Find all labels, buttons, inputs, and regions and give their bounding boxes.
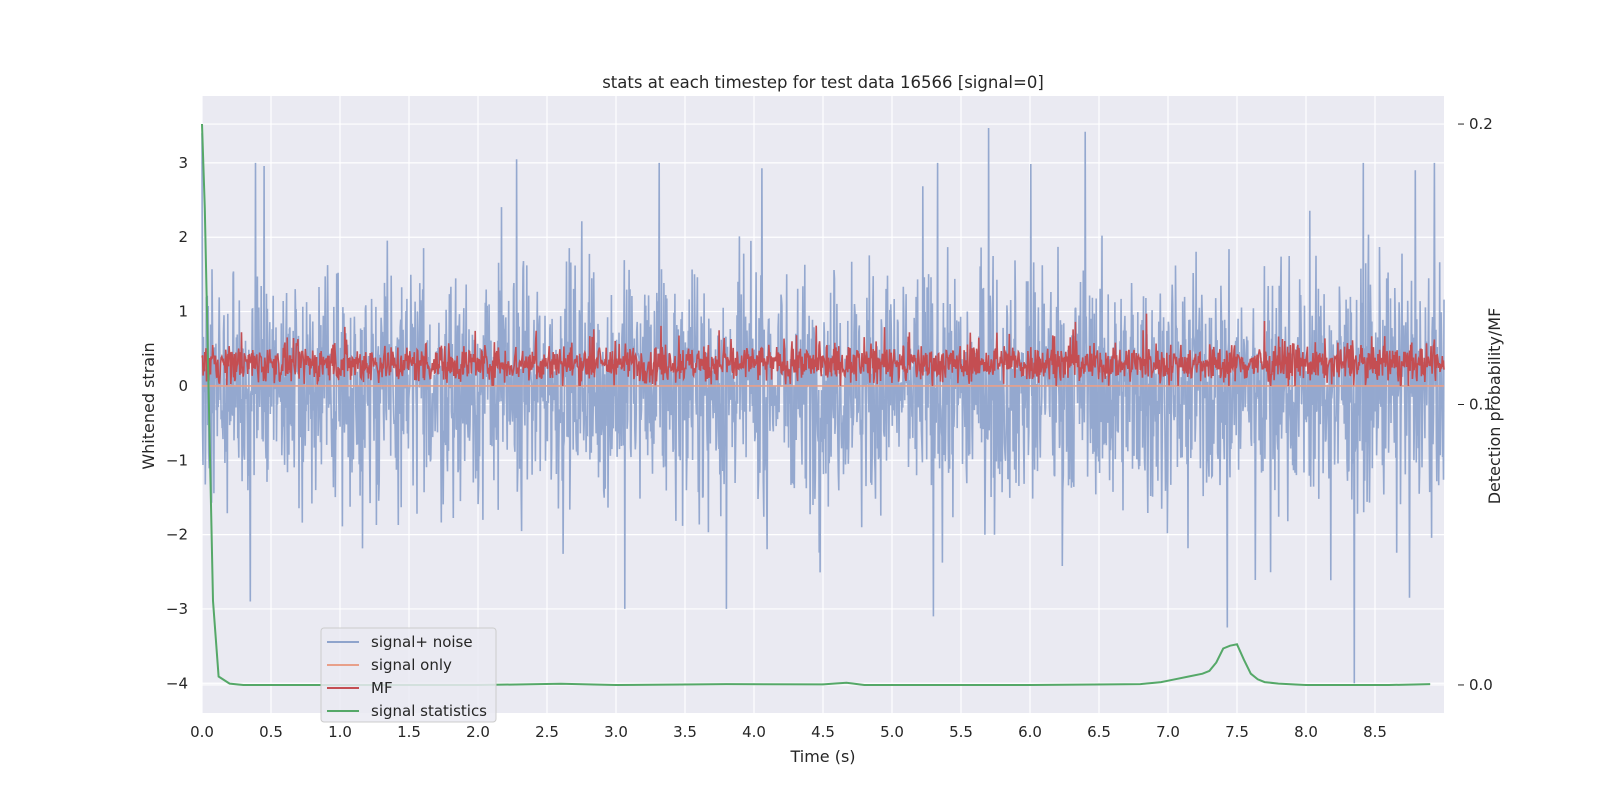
y-axis-label: Whitened strain xyxy=(139,342,158,469)
x-tick-label: 7.0 xyxy=(1156,723,1180,741)
x-tick-label: 5.5 xyxy=(949,723,973,741)
x-tick-label: 0.0 xyxy=(190,723,214,741)
x-tick-label: 7.5 xyxy=(1225,723,1249,741)
x-tick-label: 6.0 xyxy=(1018,723,1042,741)
y-tick-label: −2 xyxy=(166,526,188,544)
legend-box xyxy=(320,627,497,723)
x-axis: 0.0 0.5 1.0 1.5 2.0 2.5 3.0 3.5 4.0 4.5 5.0 5.5 6.0 6… xyxy=(190,723,1387,741)
legend: signal+ noise signal only MF signal statist… xyxy=(320,627,497,723)
y-tick-label: 0 xyxy=(178,377,188,395)
y-tick-label: 2 xyxy=(178,228,188,246)
x-tick-label: 8.0 xyxy=(1294,723,1318,741)
legend-entry-label: MF xyxy=(371,679,393,697)
y-right-tick-label: 0.1 xyxy=(1469,396,1493,414)
x-tick-label: 6.5 xyxy=(1087,723,1111,741)
series-mf-line xyxy=(201,313,1445,387)
x-tick-label: 8.5 xyxy=(1363,723,1387,741)
y-tick-label: −1 xyxy=(166,451,188,469)
legend-entry-label: signal statistics xyxy=(371,702,487,720)
series-layer xyxy=(201,123,1445,687)
x-tick-label: 4.5 xyxy=(811,723,835,741)
y-tick-label: 3 xyxy=(178,154,188,172)
x-tick-label: 2.0 xyxy=(466,723,490,741)
y-right-tick-label: 0.2 xyxy=(1469,115,1493,133)
y-right-tick-label: 0.0 xyxy=(1469,676,1493,694)
y-axis-left: −4 −3 −2 −1 0 1 2 3 xyxy=(166,154,188,692)
y-tick-label: −4 xyxy=(166,674,188,692)
legend-entry-label: signal only xyxy=(371,656,452,674)
x-tick-label: 5.0 xyxy=(880,723,904,741)
series-signal-noise-line xyxy=(201,127,1445,684)
x-tick-label: 3.5 xyxy=(673,723,697,741)
chart-title: stats at each timestep for test data 165… xyxy=(602,73,1044,92)
x-axis-label: Time (s) xyxy=(789,747,855,766)
x-tick-label: 2.5 xyxy=(535,723,559,741)
x-tick-label: 4.0 xyxy=(742,723,766,741)
y-tick-label: −3 xyxy=(166,600,188,618)
x-tick-label: 1.5 xyxy=(397,723,421,741)
series-signal-statistics-line xyxy=(201,123,1431,687)
x-tick-label: 1.0 xyxy=(328,723,352,741)
legend-entry-label: signal+ noise xyxy=(371,633,473,651)
x-tick-label: 3.0 xyxy=(604,723,628,741)
y-axis-right-label: Detection probability/MF xyxy=(1485,308,1504,505)
x-tick-label: 0.5 xyxy=(259,723,283,741)
y-axis-right: 0.0 0.1 0.2 xyxy=(1458,115,1493,694)
y-tick-label: 1 xyxy=(178,303,188,321)
